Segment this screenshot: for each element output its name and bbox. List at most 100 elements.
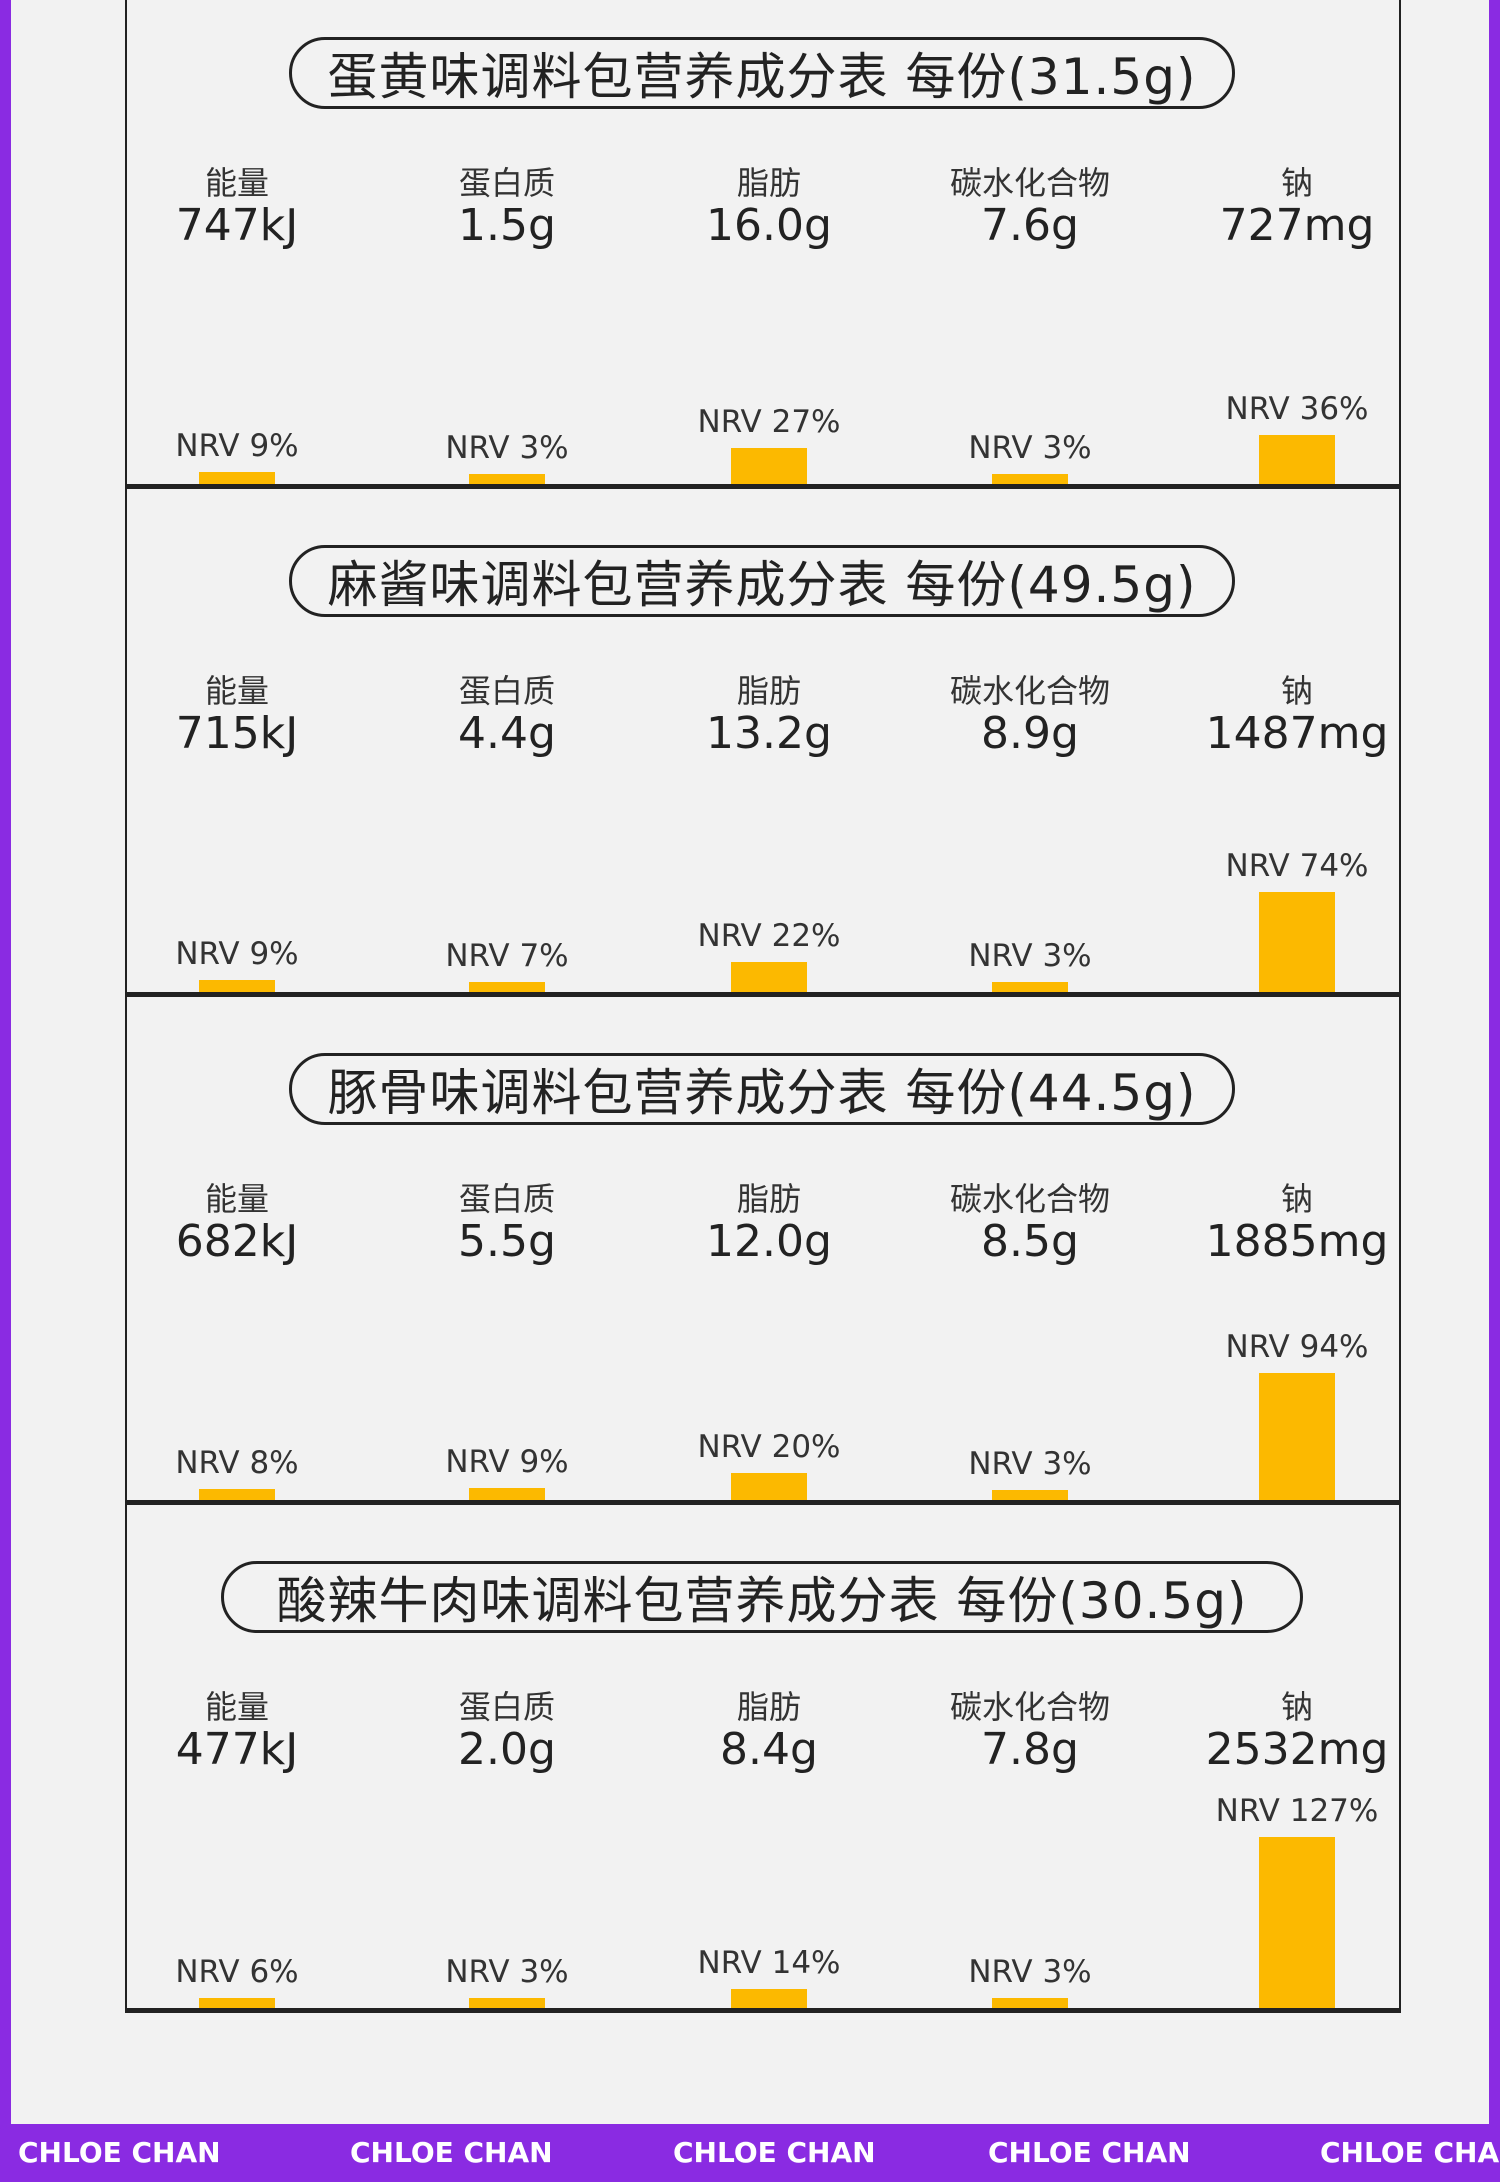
nrv-bar: [992, 1490, 1068, 1500]
nutrient-amount: 715kJ: [175, 708, 299, 759]
nrv-bar: [1259, 1373, 1335, 1500]
panel-title: 酸辣牛肉味调料包营养成分表 每份(30.5g): [221, 1561, 1303, 1633]
nrv-label: NRV 3%: [968, 938, 1092, 974]
panel-baseline: [125, 1500, 1401, 1505]
nrv-label: NRV 3%: [968, 430, 1092, 466]
panel-title: 豚骨味调料包营养成分表 每份(44.5g): [289, 1053, 1235, 1125]
nrv-bar: [731, 1473, 807, 1500]
footer-brand-text: CHLOE CHAN: [18, 2136, 221, 2169]
nutrition-panel: 豚骨味调料包营养成分表 每份(44.5g) 能量 682kJ NRV 8% 蛋白质 5.5…: [125, 1016, 1401, 1524]
nutrient-amount: 477kJ: [175, 1724, 299, 1775]
nrv-bar: [199, 471, 275, 484]
nutrient-amount: 4.4g: [458, 708, 556, 759]
nrv-label: NRV 36%: [1225, 391, 1369, 428]
nutrient-amount: 747kJ: [175, 200, 299, 251]
nrv-bar: [469, 1998, 545, 2008]
nutrient-amount: 8.9g: [981, 708, 1079, 759]
nrv-label: NRV 74%: [1225, 848, 1369, 885]
nutrient-name: 脂肪: [736, 1180, 801, 1218]
nrv-bar: [199, 979, 275, 992]
nrv-label: NRV 94%: [1225, 1329, 1369, 1366]
nutrient-amount: 1487mg: [1205, 708, 1389, 759]
panel-title: 蛋黄味调料包营养成分表 每份(31.5g): [289, 37, 1235, 109]
nutrient-name: 蛋白质: [458, 1180, 555, 1218]
panel-baseline: [125, 484, 1401, 489]
page: 蛋黄味调料包营养成分表 每份(31.5g) 能量 747kJ NRV 9% 蛋白质 1.5…: [11, 0, 1489, 2124]
nutrient-amount: 8.5g: [981, 1216, 1079, 1267]
nutrient-name: 碳水化合物: [949, 1688, 1110, 1726]
nutrient-name: 能量: [204, 672, 269, 710]
nutrient-name: 碳水化合物: [949, 1180, 1110, 1218]
nrv-bar: [199, 1998, 275, 2008]
nutrient-amount: 5.5g: [458, 1216, 556, 1267]
nutrient-amount: 2.0g: [458, 1724, 556, 1775]
nrv-bar: [1259, 435, 1335, 484]
nrv-label: NRV 9%: [175, 427, 299, 464]
nutrient-name: 蛋白质: [458, 164, 555, 202]
nrv-label: NRV 27%: [697, 403, 841, 440]
nutrient-name: 钠: [1280, 1180, 1313, 1218]
nrv-label: NRV 14%: [697, 1945, 841, 1982]
nrv-bar: [731, 1989, 807, 2008]
nrv-label: NRV 20%: [697, 1429, 841, 1465]
nutrient-amount: 7.8g: [981, 1724, 1079, 1775]
nutrient-name: 碳水化合物: [949, 164, 1110, 202]
nutrition-panel: 酸辣牛肉味调料包营养成分表 每份(30.5g) 能量 477kJ NRV 6% 蛋白质 2…: [125, 1524, 1401, 2032]
footer-brand-text: CHLOE CHAN: [673, 2136, 876, 2169]
nrv-bar: [992, 1998, 1068, 2008]
nutrient-amount: 7.6g: [981, 200, 1079, 251]
nutrient-name: 蛋白质: [458, 1688, 555, 1726]
nutrition-panel: 麻酱味调料包营养成分表 每份(49.5g) 能量 715kJ NRV 9% 蛋白质 4.4…: [125, 508, 1401, 1016]
nrv-label: NRV 22%: [697, 918, 841, 955]
nutrient-name: 能量: [204, 1180, 269, 1218]
nutrient-amount: 1885mg: [1205, 1216, 1389, 1267]
nutrient-name: 脂肪: [736, 1688, 801, 1726]
footer-brand-text: CHLOE CHAN: [988, 2136, 1191, 2169]
nrv-label: NRV 3%: [445, 430, 569, 466]
nutrient-amount: 1.5g: [458, 200, 556, 251]
footer-banner: CHLOE CHAN CHLOE CHAN CHLOE CHAN CHLOE C…: [0, 2124, 1500, 2182]
nutrient-name: 碳水化合物: [949, 672, 1110, 710]
nutrient-name: 能量: [204, 164, 269, 202]
nutrient-amount: 8.4g: [720, 1724, 818, 1775]
panel-title: 麻酱味调料包营养成分表 每份(49.5g): [289, 545, 1235, 617]
panel-baseline: [125, 2008, 1401, 2013]
nutrient-name: 钠: [1280, 164, 1313, 202]
nrv-bar: [1259, 1836, 1335, 2008]
footer-brand-text: CHLOE CHAN: [350, 2136, 553, 2169]
nrv-bar: [992, 474, 1068, 484]
nutrition-frame: 蛋黄味调料包营养成分表 每份(31.5g) 能量 747kJ NRV 9% 蛋白质 1.5…: [125, 0, 1401, 2013]
footer-brand-text: CHLOE CHAN: [1320, 2136, 1500, 2169]
nrv-label: NRV 9%: [445, 1443, 569, 1480]
nutrient-amount: 12.0g: [706, 1216, 832, 1267]
nrv-label: NRV 7%: [445, 938, 569, 974]
nutrient-name: 钠: [1280, 672, 1313, 710]
nrv-label: NRV 3%: [445, 1954, 569, 1990]
nrv-bar: [731, 447, 807, 484]
nrv-bar: [199, 1489, 275, 1500]
nutrient-amount: 16.0g: [706, 200, 832, 251]
nutrient-name: 能量: [204, 1688, 269, 1726]
nrv-bar: [992, 982, 1068, 992]
nrv-bar: [731, 962, 807, 992]
nrv-label: NRV 9%: [175, 935, 299, 972]
nrv-bar: [469, 1487, 545, 1500]
nrv-label: NRV 127%: [1215, 1792, 1379, 1829]
nutrient-amount: 13.2g: [706, 708, 832, 759]
nutrient-amount: 727mg: [1219, 200, 1375, 251]
nrv-label: NRV 6%: [175, 1954, 299, 1990]
nrv-bar: [469, 982, 545, 992]
nutrient-name: 蛋白质: [458, 672, 555, 710]
nutrient-name: 钠: [1280, 1688, 1313, 1726]
nrv-label: NRV 3%: [968, 1446, 1092, 1482]
nrv-bar: [1259, 892, 1335, 992]
panel-baseline: [125, 992, 1401, 997]
nutrient-name: 脂肪: [736, 672, 801, 710]
nutrition-panel: 蛋黄味调料包营养成分表 每份(31.5g) 能量 747kJ NRV 9% 蛋白质 1.5…: [125, 0, 1401, 508]
nutrient-name: 脂肪: [736, 164, 801, 202]
nrv-label: NRV 3%: [968, 1954, 1092, 1990]
nrv-bar: [469, 474, 545, 484]
nutrient-amount: 2532mg: [1205, 1724, 1389, 1775]
nrv-label: NRV 8%: [175, 1445, 299, 1482]
nutrient-amount: 682kJ: [175, 1216, 299, 1267]
